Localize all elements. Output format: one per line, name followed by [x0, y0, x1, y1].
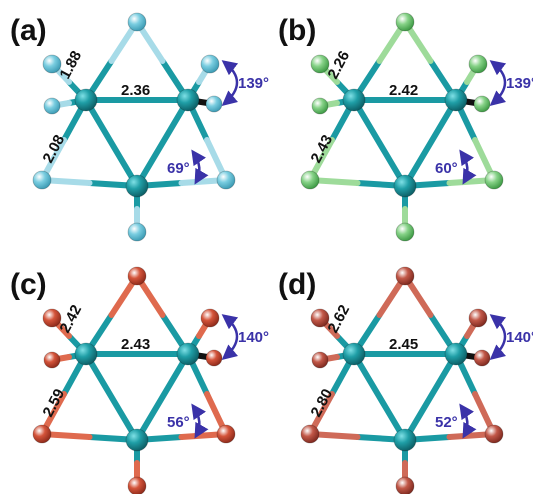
- bond-length-center: 2.45: [389, 336, 418, 353]
- angle-arc-top-right: [489, 60, 507, 106]
- bridging-atom-right: [484, 170, 504, 190]
- metal-atom-left: [342, 88, 366, 112]
- metal-atom-left: [74, 342, 98, 366]
- angle-bottom-right: 60°: [435, 160, 458, 177]
- terminal-atom-bottom: [127, 476, 147, 494]
- bond-m1-m3: [351, 97, 408, 189]
- panel-label: (c): [10, 268, 47, 301]
- metal-atom-bottom: [125, 428, 149, 452]
- terminal-atom-right-top: [200, 308, 220, 328]
- angle-arc-bottom-right: [191, 149, 209, 185]
- bond-m2-m3: [134, 351, 191, 443]
- angle-arc-top-right: [221, 60, 239, 106]
- metal-atom-right: [176, 88, 200, 112]
- angle-top-right: 140°: [506, 329, 533, 346]
- terminal-atom-left-top: [310, 308, 330, 328]
- terminal-atom-right-back: [473, 95, 491, 113]
- bridging-atom-top: [127, 266, 147, 286]
- angle-bottom-right: 69°: [167, 160, 190, 177]
- angle-top-right: 139°: [506, 75, 533, 92]
- bond-m1-m3: [351, 351, 408, 443]
- metal-atom-bottom: [125, 174, 149, 198]
- terminal-atom-left-top: [310, 54, 330, 74]
- terminal-atom-left-back: [311, 351, 329, 369]
- bridging-atom-left: [32, 170, 52, 190]
- terminal-atom-left-back: [43, 97, 61, 115]
- bond-m1-m3: [83, 351, 140, 443]
- metal-atom-right: [444, 88, 468, 112]
- terminal-atom-right-back: [473, 349, 491, 367]
- bond-length-top-left: 2.26: [325, 48, 354, 82]
- panel-label: (b): [278, 14, 316, 47]
- terminal-atom-right-back: [205, 95, 223, 113]
- bridging-atom-left: [300, 170, 320, 190]
- angle-top-right: 140°: [238, 329, 269, 346]
- metal-atom-bottom: [393, 174, 417, 198]
- bridging-atom-right: [484, 424, 504, 444]
- angle-arc-bottom-right: [191, 403, 209, 439]
- terminal-atom-left-top: [42, 54, 62, 74]
- angle-top-right: 139°: [238, 75, 269, 92]
- metal-atom-bottom: [393, 428, 417, 452]
- bridging-atom-left: [300, 424, 320, 444]
- bridging-atom-right: [216, 424, 236, 444]
- bridging-atom-top: [127, 12, 147, 32]
- terminal-atom-right-back: [205, 349, 223, 367]
- terminal-atom-right-top: [468, 54, 488, 74]
- bridging-atom-left: [32, 424, 52, 444]
- terminal-atom-left-back: [43, 351, 61, 369]
- angle-arc-bottom-right: [459, 403, 477, 439]
- angle-arc-bottom-right: [459, 149, 477, 185]
- terminal-atom-bottom: [395, 222, 415, 242]
- terminal-atom-left-back: [311, 97, 329, 115]
- angle-bottom-right: 56°: [167, 414, 190, 431]
- angle-bottom-right: 52°: [435, 414, 458, 431]
- metal-atom-right: [176, 342, 200, 366]
- bond-length-top-left: 2.42: [57, 302, 86, 336]
- bond-m2-m3: [402, 351, 459, 443]
- bond-m1-m3: [83, 97, 140, 189]
- bond-length-center: 2.36: [121, 82, 150, 99]
- metal-atom-right: [444, 342, 468, 366]
- terminal-atom-bottom: [127, 222, 147, 242]
- terminal-atom-right-top: [468, 308, 488, 328]
- bond-length-top-left: 1.88: [57, 48, 86, 82]
- bond-length-top-left: 2.62: [325, 302, 354, 336]
- bridging-atom-right: [216, 170, 236, 190]
- angle-arc-top-right: [221, 314, 239, 360]
- panel-label: (a): [10, 14, 47, 47]
- bridging-atom-top: [395, 266, 415, 286]
- bond-length-center: 2.42: [389, 82, 418, 99]
- metal-atom-left: [342, 342, 366, 366]
- angle-arc-top-right: [489, 314, 507, 360]
- terminal-atom-left-top: [42, 308, 62, 328]
- panel-label: (d): [278, 268, 316, 301]
- metal-atom-left: [74, 88, 98, 112]
- terminal-atom-bottom: [395, 476, 415, 494]
- bond-length-center: 2.43: [121, 336, 150, 353]
- bridging-atom-top: [395, 12, 415, 32]
- bond-m2-m3: [134, 97, 191, 189]
- bond-m2-m3: [402, 97, 459, 189]
- terminal-atom-right-top: [200, 54, 220, 74]
